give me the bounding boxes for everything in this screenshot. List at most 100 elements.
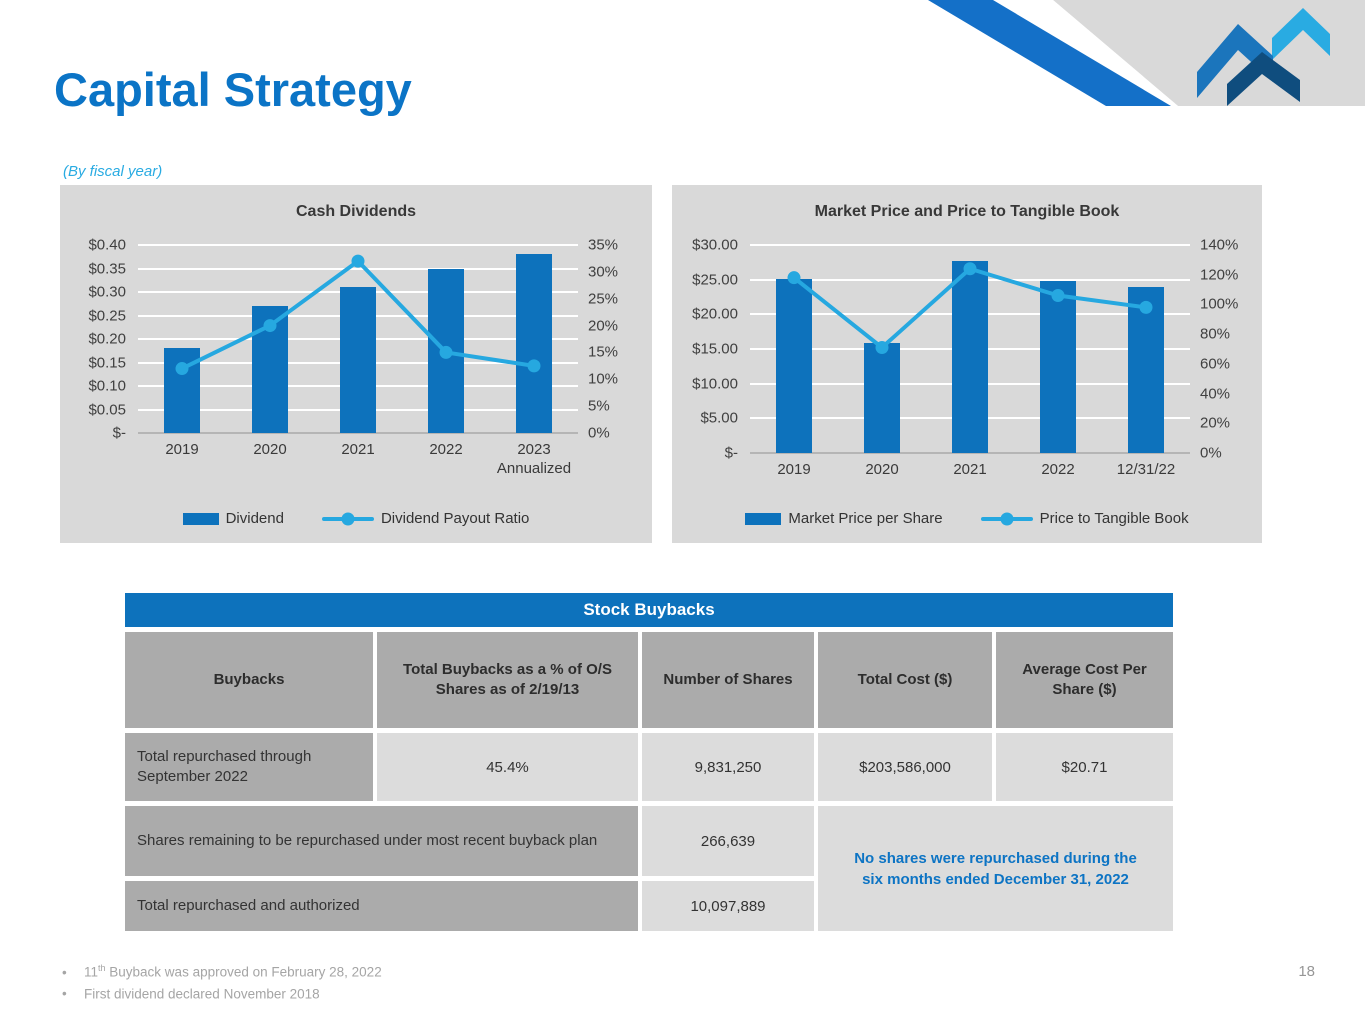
row-label: Total repurchased through September 2022 xyxy=(125,733,373,801)
y-tick-right: 25% xyxy=(588,290,619,308)
line-swatch-icon xyxy=(321,512,374,525)
bar-swatch-icon xyxy=(182,512,219,525)
x-tick-label: 2022 xyxy=(429,441,463,458)
y-tick-right: 40% xyxy=(1200,385,1231,403)
chart-legend: Market Price per Share Price to Tangible… xyxy=(672,510,1262,527)
y-tick-left: $10.00 xyxy=(692,375,738,393)
y-tick-right: 0% xyxy=(1200,444,1222,462)
y-tick-left: $15.00 xyxy=(692,340,738,358)
y-tick-left: $0.05 xyxy=(88,401,126,418)
y-tick-right: 0% xyxy=(588,424,610,442)
line-marker xyxy=(1139,300,1153,314)
chart-title: Market Price and Price to Tangible Book xyxy=(814,203,1120,220)
bullet-icon: • xyxy=(62,986,67,1001)
plot-area xyxy=(750,244,1190,454)
bar xyxy=(1128,286,1164,453)
table-grid: Buybacks Total Buybacks as a % of O/S Sh… xyxy=(125,632,1173,931)
y-tick-right: 15% xyxy=(588,343,619,361)
line-marker xyxy=(263,319,277,333)
y-tick-left: $- xyxy=(112,424,126,442)
line-marker xyxy=(963,262,977,276)
cell-pct: 45.4% xyxy=(377,733,638,801)
bar xyxy=(516,254,552,433)
cell-avg-cost: $20.71 xyxy=(996,733,1173,801)
bar xyxy=(864,343,900,453)
bar xyxy=(1040,281,1076,453)
y-tick-right: 140% xyxy=(1200,236,1239,254)
y-tick-left: $0.40 xyxy=(88,236,126,254)
cell-shares: 266,639 xyxy=(642,806,814,876)
cash-dividends-chart: Cash Dividends $0.40 $0.35 $0.30 $0.25 $0.20… xyxy=(60,185,652,543)
y-tick-right: 120% xyxy=(1200,266,1239,284)
plot-area xyxy=(138,244,578,434)
y-tick-right: 5% xyxy=(588,397,610,415)
market-price-chart: Market Price and Price to Tangible Book … xyxy=(672,185,1262,543)
line-marker xyxy=(787,271,801,285)
x-tick-label: 2019 xyxy=(165,441,199,458)
corner-white-gap xyxy=(993,0,1178,106)
bar xyxy=(776,278,812,453)
corner-blue-stripe xyxy=(928,0,1171,106)
y-tick-right: 100% xyxy=(1200,295,1239,313)
row-label: Shares remaining to be repurchased under… xyxy=(125,806,638,876)
line-marker xyxy=(527,359,541,373)
page-title: Capital Strategy xyxy=(54,63,412,116)
y-tick-left: $- xyxy=(724,444,738,462)
line-marker xyxy=(1051,289,1065,303)
bar-swatch-icon xyxy=(745,512,782,525)
y-tick-left: $0.15 xyxy=(88,354,126,371)
y-tick-left: $5.00 xyxy=(700,409,738,427)
y-tick-right: 60% xyxy=(1200,355,1231,373)
x-tick-label: 2022 xyxy=(1041,461,1075,478)
company-logo-icon xyxy=(1197,8,1330,106)
legend-label: Market Price per Share xyxy=(788,510,943,527)
y-tick-left: $0.20 xyxy=(88,330,126,348)
footnote-first-dividend: • First dividend declared November 2018 xyxy=(62,986,320,1001)
x-tick-label: 2023 Annualized xyxy=(496,441,572,477)
line-marker xyxy=(351,254,365,268)
line-marker xyxy=(175,362,189,376)
chart-legend: Dividend Dividend Payout Ratio xyxy=(60,510,652,527)
column-header-avg-cost: Average Cost Per Share ($) xyxy=(996,632,1173,728)
legend-item: Price to Tangible Book xyxy=(980,510,1189,527)
legend-item: Dividend xyxy=(182,510,284,527)
column-header-pct-os-shares: Total Buybacks as a % of O/S Shares as o… xyxy=(377,632,638,728)
line-series xyxy=(175,254,541,376)
stock-buybacks-table: Stock Buybacks Buybacks Total Buybacks a… xyxy=(125,593,1173,931)
footnote-buyback-approved: • 11th Buyback was approved on February 2… xyxy=(62,963,382,980)
column-header-buybacks: Buybacks xyxy=(125,632,373,728)
y-tick-left: $0.10 xyxy=(88,377,126,395)
line-marker xyxy=(439,345,453,359)
y-tick-left: $0.35 xyxy=(88,260,126,277)
cell-cost: $203,586,000 xyxy=(818,733,992,801)
page-number: 18 xyxy=(1298,963,1315,980)
line-series xyxy=(787,262,1153,355)
line-marker xyxy=(875,341,889,355)
y-tick-right: 35% xyxy=(588,236,619,254)
column-header-number-of-shares: Number of Shares xyxy=(642,632,814,728)
legend-item: Dividend Payout Ratio xyxy=(321,510,530,527)
bar xyxy=(952,260,988,453)
bar xyxy=(340,287,376,433)
y-tick-right: 30% xyxy=(588,263,619,281)
legend-label: Dividend Payout Ratio xyxy=(380,510,530,527)
chart-title: Cash Dividends xyxy=(295,203,417,220)
y-tick-right: 80% xyxy=(1200,325,1231,343)
legend-label: Price to Tangible Book xyxy=(1039,510,1189,527)
y-tick-right: 20% xyxy=(588,317,619,335)
table-title: Stock Buybacks xyxy=(125,593,1173,627)
y-tick-left: $0.25 xyxy=(88,307,126,324)
y-tick-right: 10% xyxy=(588,370,619,388)
y-tick-left: $0.30 xyxy=(88,283,126,301)
cell-shares: 10,097,889 xyxy=(642,881,814,931)
x-tick-label: 2020 xyxy=(253,441,287,458)
corner-decoration xyxy=(928,0,1365,106)
line-swatch-icon xyxy=(980,512,1033,525)
x-tick-label: 2020 xyxy=(865,461,899,478)
column-header-total-cost: Total Cost ($) xyxy=(818,632,992,728)
y-tick-left: $25.00 xyxy=(692,271,738,289)
legend-item: Market Price per Share xyxy=(745,510,943,527)
legend-label: Dividend xyxy=(225,510,284,527)
x-tick-label: 12/31/22 xyxy=(1116,461,1176,478)
